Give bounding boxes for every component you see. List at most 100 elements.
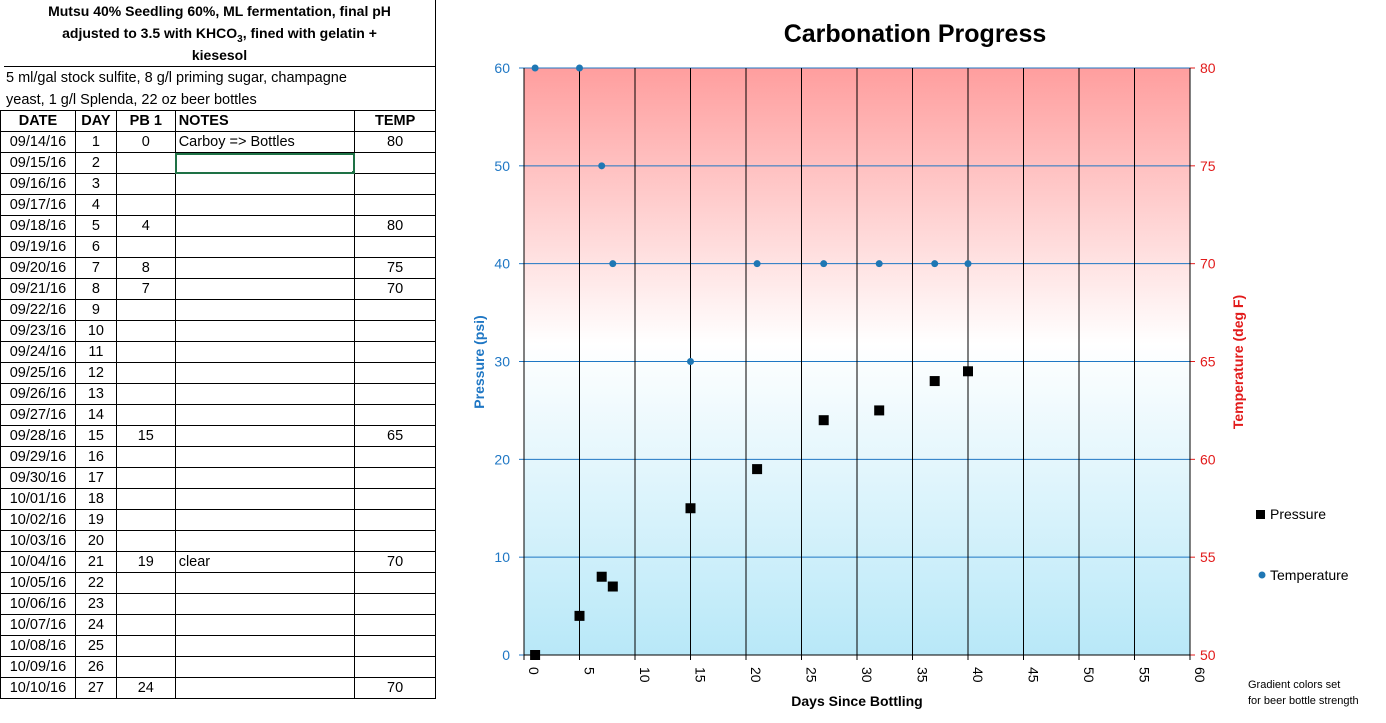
cell-temp[interactable]: 80 — [354, 131, 436, 153]
cell-date[interactable]: 09/26/16 — [0, 383, 76, 405]
cell-notes[interactable] — [174, 362, 356, 384]
cell-temp[interactable]: 75 — [354, 257, 436, 279]
cell-pb[interactable] — [115, 236, 176, 258]
cell-temp[interactable] — [354, 572, 436, 594]
cell-notes[interactable]: Carboy => Bottles — [174, 131, 356, 153]
cell-date[interactable]: 10/04/16 — [0, 551, 76, 573]
cell-pb[interactable] — [115, 488, 176, 510]
cell-notes[interactable] — [174, 425, 356, 447]
cell-notes[interactable] — [174, 593, 356, 615]
cell-pb[interactable] — [115, 467, 176, 489]
cell-pb[interactable] — [115, 446, 176, 468]
cell-day[interactable]: 21 — [74, 551, 117, 573]
cell-day[interactable]: 9 — [74, 299, 117, 321]
cell-date[interactable]: 09/27/16 — [0, 404, 76, 426]
cell-temp[interactable]: 70 — [354, 677, 436, 699]
cell-date[interactable]: 09/18/16 — [0, 215, 76, 237]
cell-day[interactable]: 24 — [74, 614, 117, 636]
cell-day[interactable]: 20 — [74, 530, 117, 552]
column-header-date[interactable]: DATE — [0, 110, 76, 132]
cell-day[interactable]: 5 — [74, 215, 117, 237]
spreadsheet[interactable]: Mutsu 40% Seedling 60%, ML fermentation,… — [0, 0, 436, 723]
carbonation-chart[interactable]: 0 10 20 30 40 50 60 50 55 60 65 70 75 80 0 5 10 15 20 25 30 3… — [436, 0, 1386, 723]
cell-date[interactable]: 09/17/16 — [0, 194, 76, 216]
cell-day[interactable]: 17 — [74, 467, 117, 489]
cell-temp[interactable] — [354, 383, 436, 405]
cell-date[interactable]: 10/10/16 — [0, 677, 76, 699]
cell-day[interactable]: 7 — [74, 257, 117, 279]
cell-pb[interactable]: 0 — [115, 131, 176, 153]
cell-pb[interactable]: 19 — [115, 551, 176, 573]
cell-notes[interactable] — [174, 614, 356, 636]
cell-temp[interactable] — [354, 152, 436, 174]
cell-date[interactable]: 09/19/16 — [0, 236, 76, 258]
cell-day[interactable]: 10 — [74, 320, 117, 342]
cell-temp[interactable] — [354, 320, 436, 342]
cell-temp[interactable] — [354, 404, 436, 426]
cell-notes[interactable] — [174, 404, 356, 426]
cell-pb[interactable] — [115, 383, 176, 405]
cell-notes[interactable] — [174, 236, 356, 258]
cell-temp[interactable] — [354, 236, 436, 258]
cell-day[interactable]: 11 — [74, 341, 117, 363]
cell-pb[interactable] — [115, 152, 176, 174]
cell-pb[interactable]: 7 — [115, 278, 176, 300]
cell-day[interactable]: 15 — [74, 425, 117, 447]
cell-temp[interactable] — [354, 593, 436, 615]
column-header-temp[interactable]: TEMP — [354, 110, 436, 132]
cell-pb[interactable] — [115, 593, 176, 615]
cell-pb[interactable] — [115, 635, 176, 657]
cell-date[interactable]: 10/03/16 — [0, 530, 76, 552]
cell-temp[interactable] — [354, 509, 436, 531]
cell-date[interactable]: 10/02/16 — [0, 509, 76, 531]
cell-notes[interactable] — [174, 173, 356, 195]
cell-temp[interactable] — [354, 635, 436, 657]
cell-pb[interactable] — [115, 656, 176, 678]
cell-notes[interactable] — [174, 152, 356, 174]
cell-temp[interactable] — [354, 446, 436, 468]
cell-temp[interactable]: 80 — [354, 215, 436, 237]
cell-notes[interactable] — [174, 320, 356, 342]
cell-notes[interactable] — [174, 467, 356, 489]
cell-date[interactable]: 09/29/16 — [0, 446, 76, 468]
cell-day[interactable]: 26 — [74, 656, 117, 678]
cell-date[interactable]: 10/08/16 — [0, 635, 76, 657]
cell-temp[interactable] — [354, 173, 436, 195]
cell-pb[interactable] — [115, 572, 176, 594]
cell-day[interactable]: 23 — [74, 593, 117, 615]
sheet-title-cell[interactable]: Mutsu 40% Seedling 60%, ML fermentation,… — [4, 0, 436, 67]
cell-day[interactable]: 22 — [74, 572, 117, 594]
cell-day[interactable]: 6 — [74, 236, 117, 258]
cell-notes[interactable] — [174, 572, 356, 594]
cell-day[interactable]: 12 — [74, 362, 117, 384]
cell-pb[interactable] — [115, 614, 176, 636]
cell-pb[interactable] — [115, 341, 176, 363]
cell-date[interactable]: 10/06/16 — [0, 593, 76, 615]
cell-pb[interactable]: 8 — [115, 257, 176, 279]
cell-notes[interactable] — [174, 299, 356, 321]
cell-day[interactable]: 13 — [74, 383, 117, 405]
cell-pb[interactable]: 15 — [115, 425, 176, 447]
cell-date[interactable]: 09/14/16 — [0, 131, 76, 153]
cell-pb[interactable] — [115, 362, 176, 384]
cell-day[interactable]: 14 — [74, 404, 117, 426]
cell-temp[interactable] — [354, 194, 436, 216]
cell-day[interactable]: 27 — [74, 677, 117, 699]
cell-date[interactable]: 09/21/16 — [0, 278, 76, 300]
cell-notes[interactable] — [174, 215, 356, 237]
cell-notes[interactable] — [174, 446, 356, 468]
cell-date[interactable]: 09/22/16 — [0, 299, 76, 321]
cell-pb[interactable] — [115, 530, 176, 552]
cell-temp[interactable]: 70 — [354, 551, 436, 573]
cell-temp[interactable] — [354, 299, 436, 321]
cell-pb[interactable] — [115, 299, 176, 321]
cell-temp[interactable] — [354, 467, 436, 489]
cell-day[interactable]: 1 — [74, 131, 117, 153]
cell-day[interactable]: 8 — [74, 278, 117, 300]
cell-notes[interactable] — [174, 341, 356, 363]
cell-date[interactable]: 10/09/16 — [0, 656, 76, 678]
cell-temp[interactable] — [354, 656, 436, 678]
cell-day[interactable]: 16 — [74, 446, 117, 468]
cell-notes[interactable] — [174, 677, 356, 699]
cell-day[interactable]: 2 — [74, 152, 117, 174]
